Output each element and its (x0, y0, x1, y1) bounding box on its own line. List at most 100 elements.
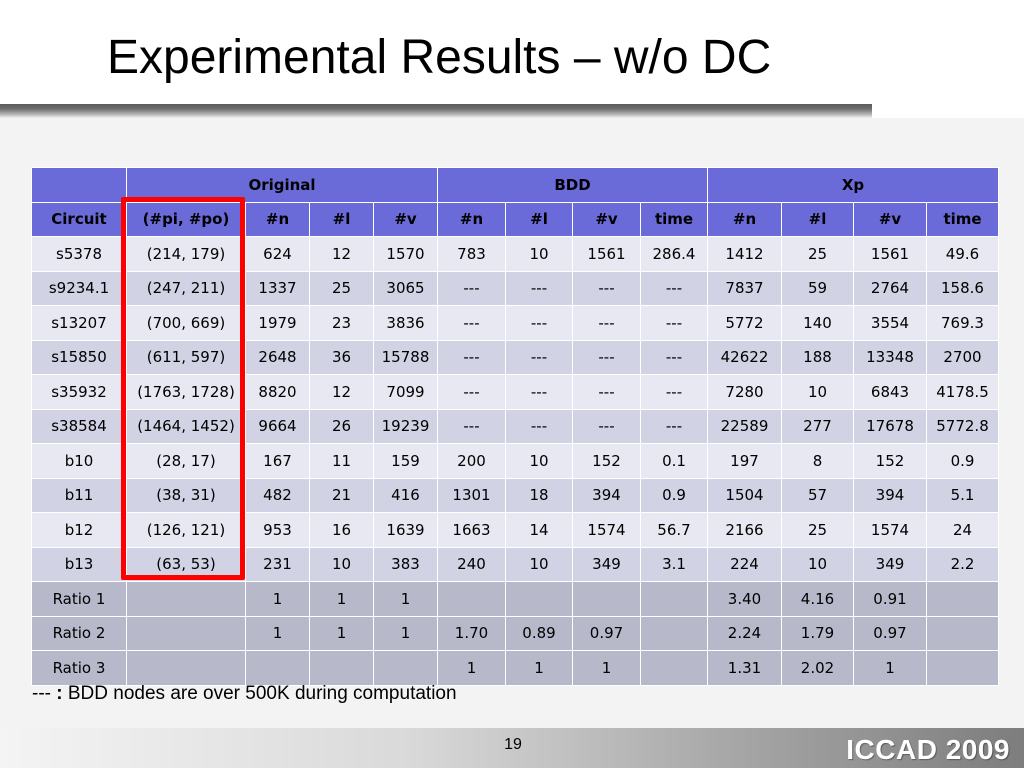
table-cell: (126, 121) (126, 512, 246, 548)
footnote: --- : BDD nodes are over 500K during com… (32, 683, 457, 705)
table-cell: --- (437, 305, 506, 341)
ratio-cell: Ratio 1 (31, 581, 127, 617)
table-cell: --- (505, 270, 573, 306)
table-cell: 1570 (373, 236, 438, 272)
footer-bar (0, 728, 1024, 768)
table-cell: 200 (437, 443, 506, 479)
ratio-cell (640, 581, 708, 617)
table-cell: 3554 (853, 305, 927, 341)
ratio-row: Ratio 3 1 1 1 1.31 2.02 1 (31, 650, 999, 686)
results-table: Original BDD Xp Circuit (#pi, #po) #n #l #v #n #l… (31, 167, 999, 686)
ratio-cell (437, 581, 506, 617)
table-cell: 1663 (437, 512, 506, 548)
table-cell: 18 (505, 477, 573, 513)
table-cell: 36 (309, 339, 374, 375)
table-cell: 783 (437, 236, 506, 272)
table-cell: 1412 (707, 236, 782, 272)
table-row: s9234.1 (247, 211) 1337 25 3065 --- --- --- --- 7… (31, 270, 999, 306)
table-cell: --- (437, 374, 506, 410)
ratio-cell: 0.89 (505, 615, 573, 651)
footnote-text: BDD nodes are over 500K during computati… (62, 683, 457, 704)
group-header-cell: Original (126, 167, 438, 203)
ratio-cell: Ratio 2 (31, 615, 127, 651)
ratio-cell: 2.24 (707, 615, 782, 651)
column-header-cell: #n (437, 201, 506, 237)
table-cell: --- (640, 305, 708, 341)
table-cell: 5.1 (926, 477, 999, 513)
table-cell: 224 (707, 546, 782, 582)
ratio-cell: 1 (245, 615, 310, 651)
table-cell: 416 (373, 477, 438, 513)
ratio-cell: 1 (309, 615, 374, 651)
table-cell: 1639 (373, 512, 438, 548)
table-cell: 188 (781, 339, 854, 375)
table-cell: 17678 (853, 408, 927, 444)
table-cell: 1337 (245, 270, 310, 306)
table-cell: 1561 (572, 236, 641, 272)
table-cell: 10 (781, 546, 854, 582)
table-cell: (214, 179) (126, 236, 246, 272)
table-cell: 3065 (373, 270, 438, 306)
table-cell: 25 (781, 512, 854, 548)
slide-title: Experimental Results – w/o DC (107, 31, 772, 84)
table-cell: 12 (309, 374, 374, 410)
table-row: s15850 (611, 597) 2648 36 15788 --- --- --- --- 4… (31, 339, 999, 375)
table-cell: (38, 31) (126, 477, 246, 513)
ratio-row: Ratio 2 1 1 1 1.70 0.89 0.97 2.24 1.79 0.97 (31, 615, 999, 651)
column-header-cell: (#pi, #po) (126, 201, 246, 237)
column-header-cell: #l (781, 201, 854, 237)
table-cell: 1504 (707, 477, 782, 513)
table-row: b10 (28, 17) 167 11 159 200 10 152 0.1 197 8 152 0.9 (31, 443, 999, 479)
table-cell: 23 (309, 305, 374, 341)
table-row: b12 (126, 121) 953 16 1639 1663 14 1574 56.7 2166… (31, 512, 999, 548)
table-cell: 349 (572, 546, 641, 582)
ratio-cell: 1 (853, 650, 927, 686)
table-cell: (611, 597) (126, 339, 246, 375)
table-cell: 59 (781, 270, 854, 306)
ratio-cell: 1 (309, 581, 374, 617)
table-cell: 1301 (437, 477, 506, 513)
table-cell: 2.2 (926, 546, 999, 582)
ratio-cell: 1 (437, 650, 506, 686)
table-cell: (700, 669) (126, 305, 246, 341)
table-cell: --- (505, 339, 573, 375)
table-cell: 1979 (245, 305, 310, 341)
ratio-cell (926, 650, 999, 686)
table-cell: 25 (309, 270, 374, 306)
table-cell: 0.9 (640, 477, 708, 513)
table-cell: 2700 (926, 339, 999, 375)
ratio-cell (926, 615, 999, 651)
table-cell: 49.6 (926, 236, 999, 272)
table-cell: 8820 (245, 374, 310, 410)
table-cell: 16 (309, 512, 374, 548)
table-cell: 3836 (373, 305, 438, 341)
table-cell: 7837 (707, 270, 782, 306)
table-cell: (28, 17) (126, 443, 246, 479)
ratio-cell (126, 650, 246, 686)
table-cell: 5772.8 (926, 408, 999, 444)
ratio-cell: 1.31 (707, 650, 782, 686)
table-cell: s9234.1 (31, 270, 127, 306)
table-cell: 56.7 (640, 512, 708, 548)
ratio-cell (572, 581, 641, 617)
ratio-cell (126, 581, 246, 617)
table-cell: --- (437, 270, 506, 306)
group-header-cell: Xp (707, 167, 999, 203)
ratio-cell (505, 581, 573, 617)
column-header-cell: #v (373, 201, 438, 237)
table-cell: 231 (245, 546, 310, 582)
ratio-cell: 4.16 (781, 581, 854, 617)
column-header-cell: Circuit (31, 201, 127, 237)
table-cell: 24 (926, 512, 999, 548)
table-cell: --- (572, 305, 641, 341)
table-cell: s38584 (31, 408, 127, 444)
table-cell: 6843 (853, 374, 927, 410)
table-cell: 14 (505, 512, 573, 548)
table-cell: 0.9 (926, 443, 999, 479)
table-cell: --- (640, 339, 708, 375)
table-cell: 349 (853, 546, 927, 582)
footnote-prefix: --- (32, 683, 57, 704)
table-cell: 394 (853, 477, 927, 513)
table-cell: 482 (245, 477, 310, 513)
table-cell: 22589 (707, 408, 782, 444)
